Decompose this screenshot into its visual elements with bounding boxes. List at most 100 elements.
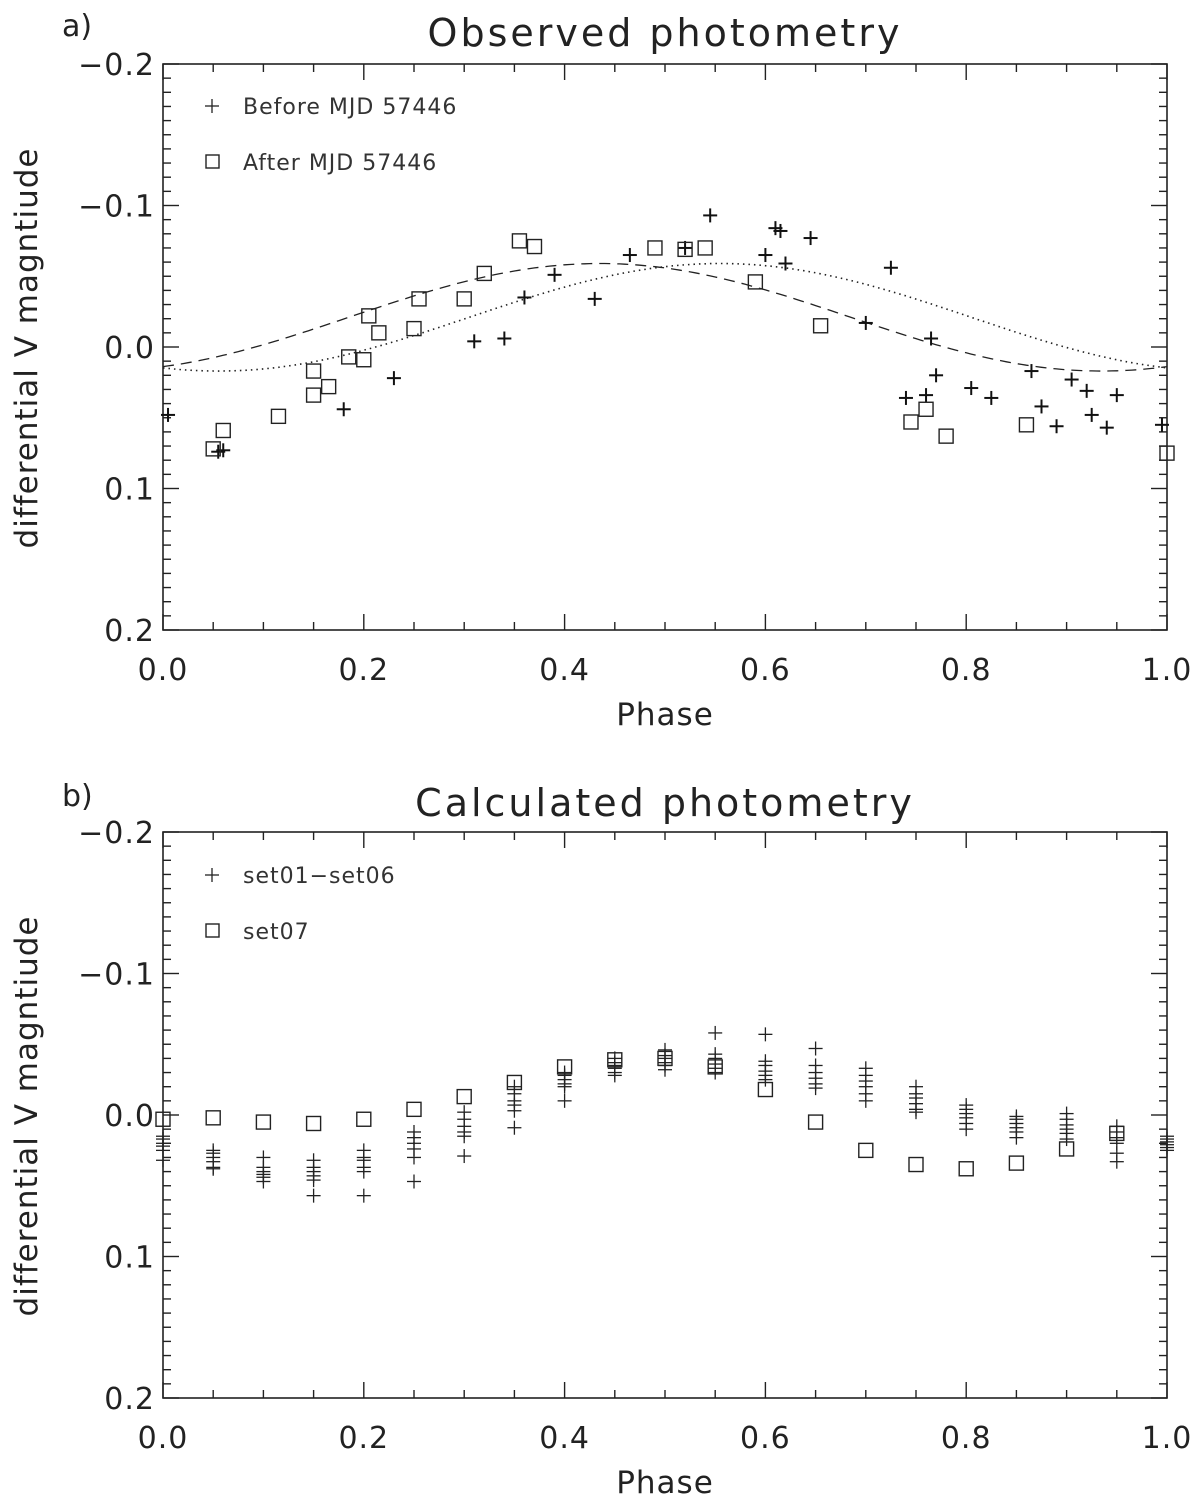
data-point-plus [929,368,944,383]
data-point-square [476,265,492,282]
data-point-square [938,428,954,444]
x-tick-label: 0.6 [740,653,791,688]
data-point-square [406,320,422,337]
data-point-square [697,240,713,256]
y-tick-label: 0.2 [104,614,155,649]
y-tick-label: −0.1 [78,958,155,993]
data-point-square [305,1115,322,1132]
legend-square-icon [205,154,220,169]
data-point-square [155,1111,171,1127]
series-plus [156,1025,1174,1203]
data-point-square [1058,1141,1075,1157]
data-point-square [255,1114,272,1130]
data-point-plus [909,1105,923,1120]
data-point-square [305,387,322,403]
data-point-plus [457,1149,472,1164]
data-point-plus [1059,1132,1074,1147]
panel-b-title: Calculated photometry [415,781,915,825]
x-tick-label: 0.6 [740,1421,791,1456]
data-point-plus [703,208,718,223]
y-tick-label: 0.1 [104,1241,155,1276]
data-point-plus [1109,1154,1124,1169]
data-point-square [607,1052,623,1068]
x-tick-label: 0.4 [539,1421,590,1456]
data-point-square [506,1074,523,1091]
plot-frame [162,63,1168,631]
data-point-plus [622,248,637,263]
x-tick-label: 0.0 [138,653,189,688]
data-point-plus [356,1188,371,1203]
data-point-square [908,1156,924,1173]
data-point-plus [1109,388,1124,403]
panel-b-ylabel: differential V magntiude [9,916,45,1317]
panel-a: a) Observed photometry differential V ma… [9,9,1191,733]
data-point-plus [1009,1130,1024,1145]
panel-b-legend: set01−set06 set07 [205,864,395,945]
data-point-plus [306,1188,321,1203]
data-point-plus [758,248,773,263]
y-axis: −0.2 −0.1 0.0 0.1 0.2 [78,816,1167,1417]
data-point-square [361,308,377,324]
x-tick-label: 0.2 [338,653,389,688]
x-tick-label: 0.0 [138,1421,189,1456]
data-point-plus [758,1072,773,1087]
series-plus [161,208,1169,459]
data-point-square [456,291,472,307]
data-point-square [958,1161,974,1177]
data-point-plus [959,1122,974,1137]
data-point-plus [773,223,788,238]
data-point-square [356,1111,372,1127]
data-point-plus [758,1027,773,1042]
data-point-plus [497,331,512,346]
data-point-square [858,1142,874,1159]
data-point-plus [1084,407,1099,422]
legend-plus-icon [205,99,219,113]
data-point-plus [1049,419,1064,434]
data-point-plus [883,260,898,275]
dashed-fit-curve [162,262,1168,372]
data-point-plus [407,1174,421,1189]
data-point-plus [407,1150,421,1165]
data-point-plus [1099,420,1114,435]
x-axis: 0.0 0.2 0.4 0.6 0.8 1.0 [138,832,1191,1456]
data-point-plus [457,1129,472,1144]
data-point-square [270,408,287,425]
data-point-square [205,441,221,457]
x-tick-label: 0.2 [338,1421,389,1456]
data-point-plus [206,1161,221,1176]
data-point-square [371,325,387,341]
y-tick-label: −0.2 [78,816,155,851]
data-point-square [1109,1125,1125,1142]
data-point-plus [919,388,934,403]
data-point-square [757,1081,774,1098]
data-point-plus [306,1173,321,1188]
data-point-plus [557,1079,572,1094]
data-point-square [556,1059,573,1075]
data-point-square [456,1088,472,1105]
data-point-square [1159,445,1175,461]
panel-b: b) Calculated photometry differential V … [9,779,1191,1501]
data-point-plus [467,334,482,349]
x-axis: 0.0 0.2 0.4 0.6 0.8 1.0 [138,64,1191,688]
y-axis: −0.2 −0.1 0.0 0.1 0.2 [78,48,1167,649]
data-point-square [918,401,934,417]
panel-a-ylabel: differential V magntiude [9,148,45,549]
panel-b-xlabel: Phase [616,1465,714,1501]
data-point-plus [1034,399,1049,414]
data-point-plus [708,1025,723,1040]
data-point-plus [507,1103,522,1118]
data-point-square [657,1050,673,1067]
data-point-square [526,238,543,255]
y-tick-label: 0.1 [104,473,155,508]
data-point-square [1018,417,1035,433]
data-point-plus [858,1093,873,1108]
data-point-plus [356,1164,371,1179]
data-point-plus [156,1153,170,1168]
data-point-plus [924,331,939,346]
data-point-square [677,241,693,258]
data-point-plus [964,381,979,396]
data-point-plus [547,267,562,282]
panel-a-legend-before: Before MJD 57446 [243,95,457,120]
data-point-square [812,318,829,334]
